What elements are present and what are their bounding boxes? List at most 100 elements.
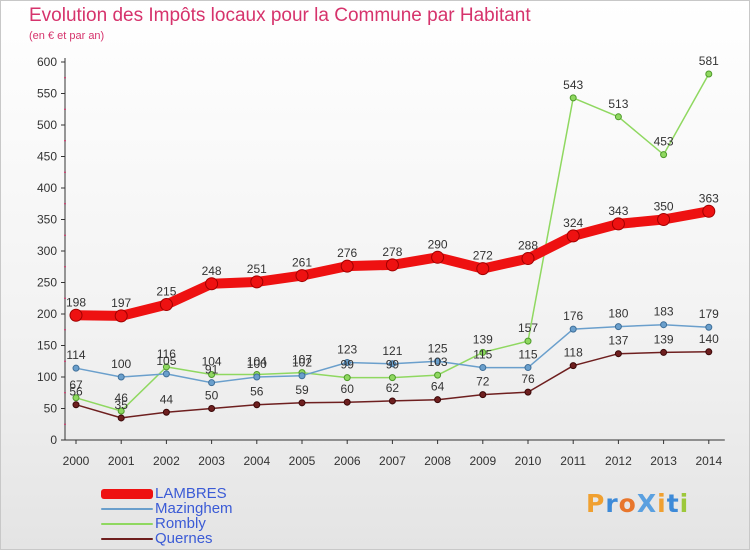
data-point-mazinghem (614, 323, 622, 331)
x-tick-label: 2003 (198, 454, 225, 468)
data-label-mazinghem: 115 (518, 348, 537, 362)
data-point-mazinghem (253, 373, 261, 381)
data-point-quernes (72, 401, 80, 409)
x-tick-label: 2008 (424, 454, 451, 468)
data-point-rombly (479, 348, 487, 356)
data-point-quernes (253, 401, 261, 409)
x-tick-label: 2009 (469, 454, 496, 468)
data-point-mazinghem (479, 364, 487, 372)
legend-swatch (101, 537, 153, 540)
x-tick-label: 2004 (243, 454, 270, 468)
x-tick-label: 2013 (650, 454, 677, 468)
data-label-lambres: 324 (563, 216, 583, 230)
data-label-quernes: 72 (476, 375, 490, 389)
logo-letter: P (586, 489, 606, 518)
data-point-lambres (385, 258, 399, 272)
data-point-lambres (431, 250, 445, 264)
y-tick-label: 500 (37, 118, 57, 132)
data-label-rombly: 103 (428, 355, 448, 369)
y-tick-label: 550 (37, 87, 57, 101)
x-tick-label: 2010 (515, 454, 542, 468)
logo-letter: r (605, 489, 619, 518)
data-label-rombly: 543 (563, 78, 583, 92)
data-label-rombly: 513 (608, 97, 628, 111)
data-point-mazinghem (343, 359, 351, 367)
data-point-rombly (208, 370, 216, 378)
logo-letter: X (636, 489, 658, 518)
data-label-lambres: 198 (66, 295, 86, 309)
data-point-rombly (524, 337, 532, 345)
data-label-quernes: 60 (341, 382, 355, 396)
data-point-quernes (660, 348, 668, 356)
y-tick-label: 50 (44, 402, 58, 416)
data-point-rombly (614, 113, 622, 121)
data-point-rombly (343, 374, 351, 382)
data-label-mazinghem: 100 (111, 357, 131, 371)
data-label-quernes: 139 (654, 332, 674, 346)
data-point-mazinghem (388, 360, 396, 368)
data-label-lambres: 251 (247, 262, 267, 276)
data-point-rombly (434, 371, 442, 379)
data-point-rombly (569, 94, 577, 102)
data-point-rombly (162, 363, 170, 371)
chart-subtitle: (en € et par an) (29, 30, 105, 42)
y-tick-label: 0 (50, 433, 57, 447)
data-point-mazinghem (117, 373, 125, 381)
data-label-lambres: 272 (473, 249, 493, 263)
data-label-rombly: 581 (699, 54, 719, 68)
logo-letter: i (657, 489, 667, 518)
y-tick-label: 150 (37, 339, 57, 353)
data-label-quernes: 137 (608, 334, 628, 348)
logo-letter: t (666, 489, 680, 518)
x-tick-label: 2002 (153, 454, 180, 468)
data-point-quernes (569, 362, 577, 370)
data-label-mazinghem: 105 (156, 354, 176, 368)
legend-swatch (101, 522, 153, 525)
data-point-quernes (117, 414, 125, 422)
x-tick-label: 2006 (334, 454, 361, 468)
legend-label: LAMBRES (155, 485, 227, 502)
data-point-mazinghem (298, 372, 306, 380)
data-point-rombly (72, 394, 80, 402)
data-point-quernes (524, 388, 532, 396)
data-label-rombly: 99 (386, 358, 400, 372)
x-tick-label: 2005 (289, 454, 316, 468)
data-point-quernes (298, 399, 306, 407)
data-label-rombly: 67 (69, 378, 83, 392)
legend-item-mazinghem: Mazinghem (101, 501, 233, 516)
data-label-lambres: 288 (518, 239, 538, 253)
legend-swatch (101, 488, 153, 499)
y-tick-label: 400 (37, 181, 57, 195)
x-tick-label: 2012 (605, 454, 632, 468)
data-point-quernes (388, 397, 396, 405)
data-label-rombly: 453 (654, 135, 674, 149)
data-label-quernes: 59 (295, 383, 309, 397)
data-label-lambres: 215 (156, 285, 176, 299)
data-point-lambres (159, 298, 173, 312)
data-label-mazinghem: 100 (247, 357, 267, 371)
data-label-quernes: 56 (250, 385, 264, 399)
y-tick-label: 600 (37, 55, 57, 69)
data-point-lambres (340, 259, 354, 273)
legend-label: Quernes (155, 530, 213, 547)
data-label-rombly: 116 (157, 347, 176, 361)
data-label-rombly: 139 (473, 332, 493, 346)
data-point-lambres (476, 262, 490, 276)
data-point-mazinghem (569, 325, 577, 333)
data-label-quernes: 56 (69, 385, 83, 399)
logo-letter: i (679, 489, 690, 518)
x-tick-label: 2007 (379, 454, 406, 468)
chart-legend: LAMBRES Mazinghem Rombly Quernes (101, 486, 233, 546)
legend-label: Rombly (155, 515, 206, 532)
x-tick-label: 2011 (560, 454, 586, 468)
data-label-quernes: 35 (115, 398, 129, 412)
y-tick-label: 450 (37, 150, 57, 164)
logo-letter: o (618, 489, 637, 518)
y-tick-label: 350 (37, 213, 57, 227)
data-label-lambres: 290 (428, 237, 448, 251)
data-point-lambres (114, 309, 128, 323)
x-tick-label: 2001 (108, 454, 135, 468)
legend-swatch (101, 507, 153, 510)
legend-item-rombly: Rombly (101, 516, 233, 531)
